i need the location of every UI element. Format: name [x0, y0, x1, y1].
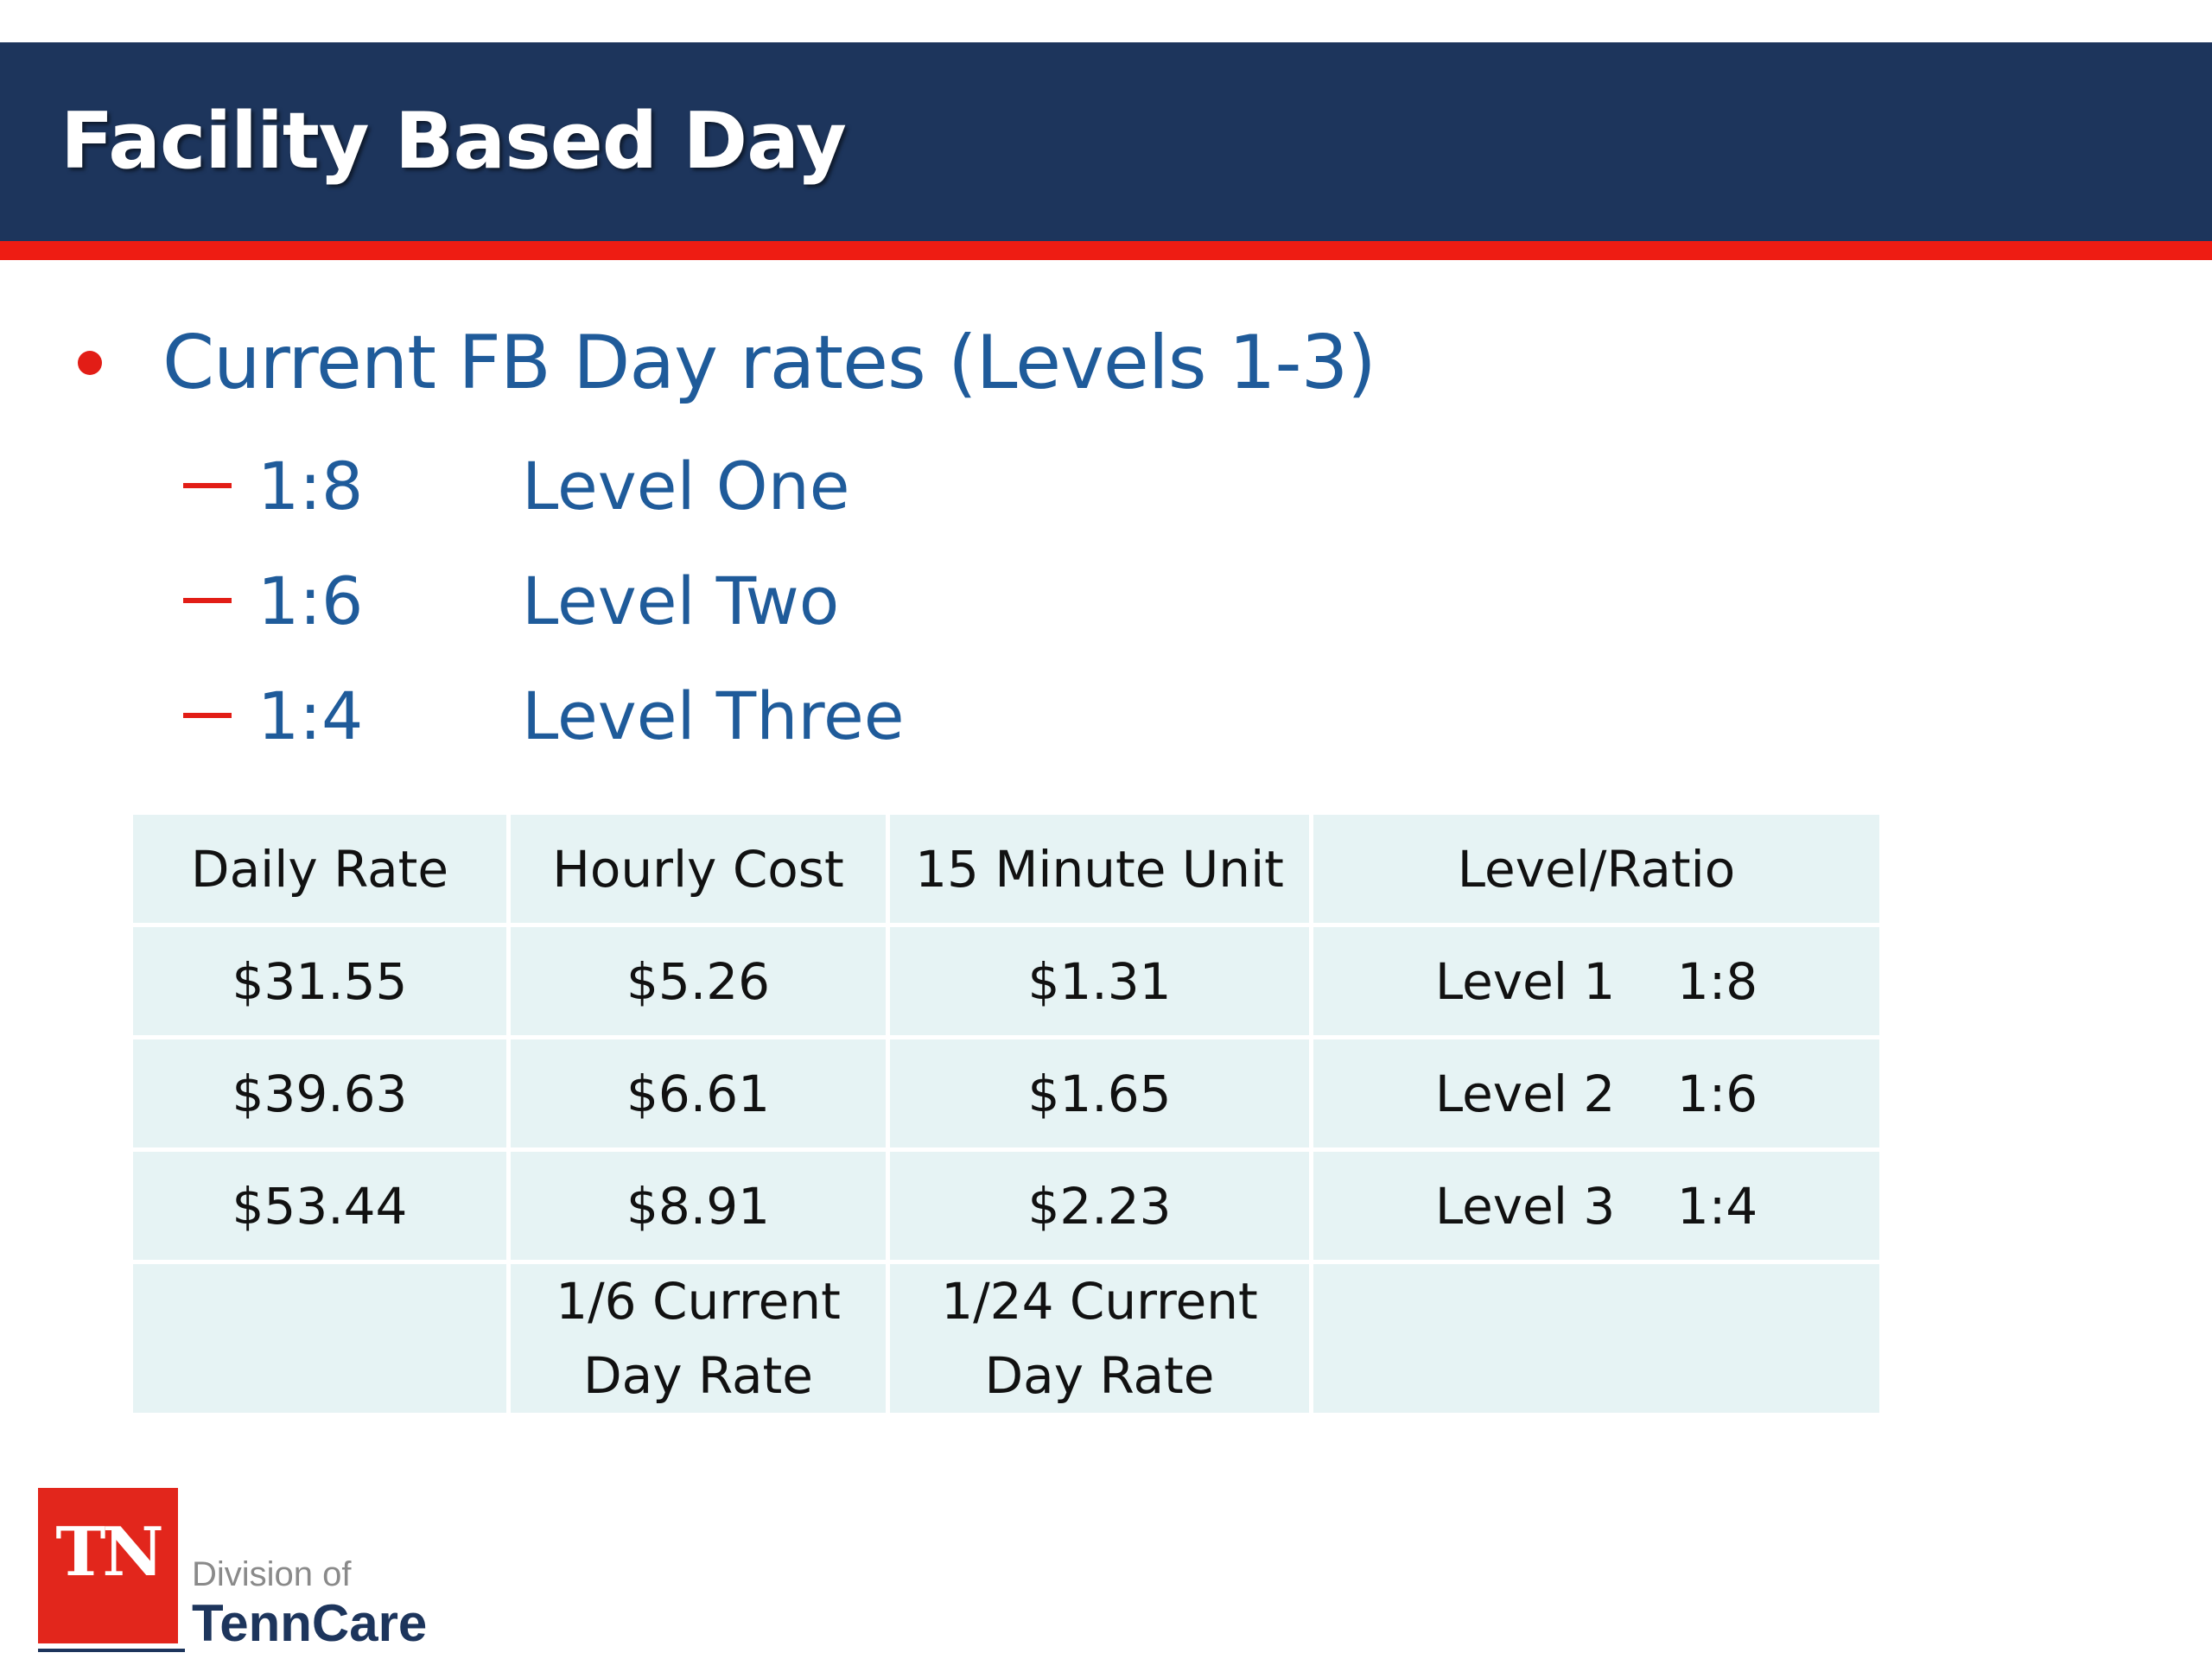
cell-15-minute-unit: $1.65 [886, 1035, 1313, 1152]
sub-item-level-one: 1:8 Level One [183, 434, 850, 537]
sub-item-ratio: 1:6 [257, 562, 364, 639]
note-level-ratio [1309, 1260, 1884, 1417]
header-daily-rate: Daily Rate [129, 810, 511, 927]
sub-item-ratio: 1:8 [257, 447, 364, 524]
table-row: $31.55 $5.26 $1.31 Level 1 1:8 [129, 923, 1884, 1039]
cell-level-ratio: Level 1 1:8 [1309, 923, 1884, 1039]
note-hourly-line1: 1/6 Current [556, 1272, 841, 1331]
note-unit-line1: 1/24 Current [941, 1272, 1258, 1331]
sub-item-level-two: 1:6 Level Two [183, 549, 839, 652]
note-hourly-cost: 1/6 Current Day Rate [506, 1260, 890, 1417]
sub-item-label: Level Three [522, 677, 905, 754]
note-daily-rate [129, 1260, 511, 1417]
cell-ratio: 1:6 [1676, 1064, 1758, 1123]
dash-icon [183, 483, 232, 488]
cell-ratio: 1:4 [1676, 1176, 1758, 1236]
bullet-text: Current FB Day rates (Levels 1-3) [162, 320, 1376, 406]
sub-item-level-three: 1:4 Level Three [183, 664, 904, 767]
cell-level-ratio: Level 2 1:6 [1309, 1035, 1884, 1152]
slide-title: Facility Based Day [60, 96, 847, 187]
header-15-minute-unit: 15 Minute Unit [886, 810, 1313, 927]
cell-daily-rate: $53.44 [129, 1147, 511, 1264]
dash-icon [183, 713, 232, 718]
bullet-dot-icon [78, 351, 102, 375]
cell-level: Level 3 [1434, 1176, 1616, 1236]
tn-logo-mark: TN [38, 1488, 178, 1643]
cell-daily-rate: $39.63 [129, 1035, 511, 1152]
dash-icon [183, 598, 232, 603]
table-row: $39.63 $6.61 $1.65 Level 2 1:6 [129, 1035, 1884, 1152]
header-level-ratio: Level/Ratio [1309, 810, 1884, 927]
sub-item-label: Level Two [522, 562, 840, 639]
title-accent-stripe [0, 241, 2212, 260]
table-header-row: Daily Rate Hourly Cost 15 Minute Unit Le… [129, 810, 1884, 927]
table-row: $53.44 $8.91 $2.23 Level 3 1:4 [129, 1147, 1884, 1264]
cell-level: Level 2 [1434, 1064, 1616, 1123]
title-bar: Facility Based Day [0, 42, 2212, 241]
cell-hourly-cost: $5.26 [506, 923, 890, 1039]
sub-item-label: Level One [522, 447, 850, 524]
table-note-row: 1/6 Current Day Rate 1/24 Current Day Ra… [129, 1260, 1884, 1417]
note-unit-line2: Day Rate [984, 1346, 1215, 1405]
cell-ratio: 1:8 [1676, 951, 1758, 1011]
logo-division-text: Division of [192, 1555, 352, 1593]
cell-hourly-cost: $8.91 [506, 1147, 890, 1264]
header-hourly-cost: Hourly Cost [506, 810, 890, 927]
cell-hourly-cost: $6.61 [506, 1035, 890, 1152]
note-hourly-line2: Day Rate [583, 1346, 813, 1405]
cell-15-minute-unit: $1.31 [886, 923, 1313, 1039]
cell-daily-rate: $31.55 [129, 923, 511, 1039]
bullet-item: Current FB Day rates (Levels 1-3) [78, 311, 1376, 415]
logo-tenncare-text: TennCare [192, 1594, 428, 1652]
sub-item-ratio: 1:4 [257, 677, 364, 754]
tenncare-logo: TN Division of TennCare [38, 1488, 453, 1652]
note-15-minute-unit: 1/24 Current Day Rate [886, 1260, 1313, 1417]
cell-15-minute-unit: $2.23 [886, 1147, 1313, 1264]
cell-level: Level 1 [1434, 951, 1616, 1011]
rate-table: Daily Rate Hourly Cost 15 Minute Unit Le… [129, 810, 1884, 1417]
logo-underline [38, 1649, 185, 1652]
cell-level-ratio: Level 3 1:4 [1309, 1147, 1884, 1264]
